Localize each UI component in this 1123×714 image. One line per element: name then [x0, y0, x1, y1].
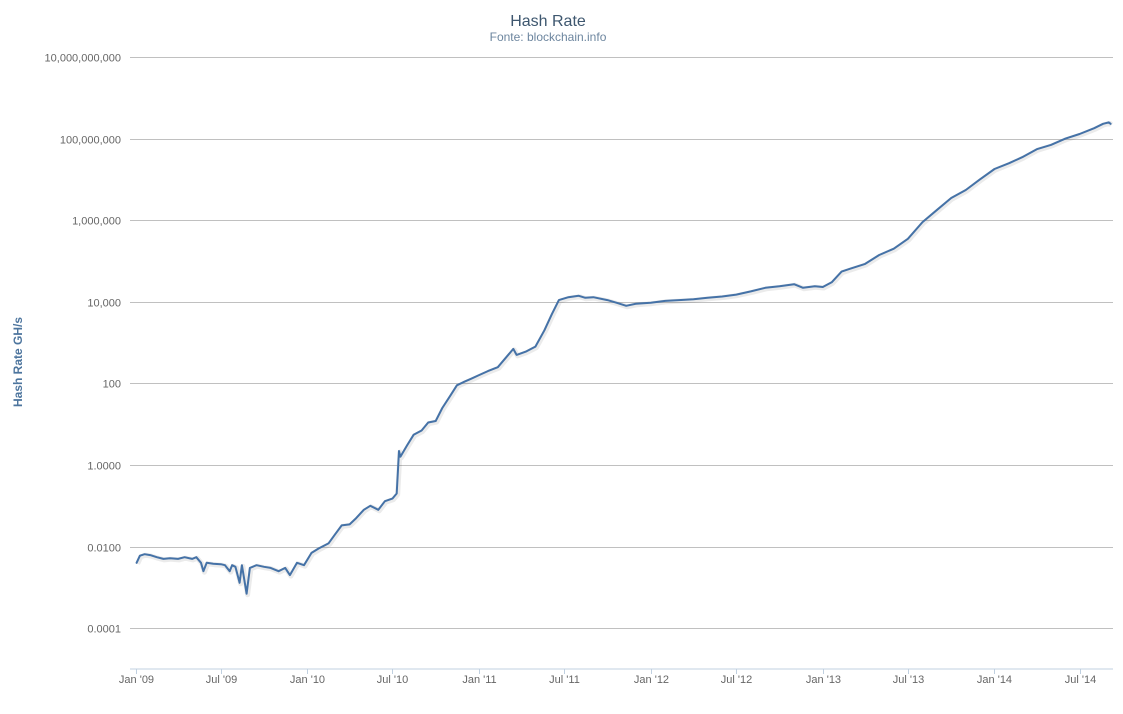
x-tick-label-11: Jul '14	[1065, 674, 1096, 686]
y-tick-label-0: 0.0001	[87, 624, 121, 636]
y-axis-ticks: 0.0001 0.0100 1.0000 100 10,000 1,000,000 100,…	[45, 53, 121, 636]
x-tick-label-0: Jan '09	[119, 674, 154, 686]
y-tick-label-2: 1.0000	[87, 461, 121, 473]
x-tick-label-9: Jul '13	[893, 674, 924, 686]
x-tick-label-3: Jul '10	[377, 674, 408, 686]
series-shadow-0	[135, 120, 1114, 598]
series-layer	[135, 120, 1114, 598]
x-tick-label-2: Jan '10	[290, 674, 325, 686]
x-tick-label-1: Jul '09	[206, 674, 237, 686]
series-line-0	[135, 121, 1112, 595]
x-tick-label-8: Jan '13	[806, 674, 841, 686]
grid-lines	[130, 57, 1113, 629]
x-tick-label-7: Jul '12	[721, 674, 752, 686]
y-tick-label-4: 10,000	[87, 298, 121, 310]
y-tick-label-6: 100,000,000	[60, 135, 121, 147]
x-tick-label-5: Jul '11	[549, 674, 580, 686]
x-tick-label-4: Jan '11	[462, 674, 496, 686]
x-tick-label-6: Jan '12	[634, 674, 669, 686]
x-tick-label-10: Jan '14	[977, 674, 1012, 686]
y-tick-label-1: 0.0100	[87, 543, 121, 555]
chart-title: Hash Rate	[510, 13, 586, 30]
y-tick-label-5: 1,000,000	[72, 216, 121, 228]
y-tick-label-3: 100	[103, 379, 121, 391]
y-tick-label-7: 10,000,000,000	[45, 53, 121, 65]
x-axis-ticks: Jan '09 Jul '09 Jan '10 Jul '10 Jan '11 Jul '…	[119, 669, 1096, 686]
y-axis-label: Hash Rate GH/s	[11, 317, 25, 407]
chart-subtitle: Fonte: blockchain.info	[490, 30, 607, 44]
